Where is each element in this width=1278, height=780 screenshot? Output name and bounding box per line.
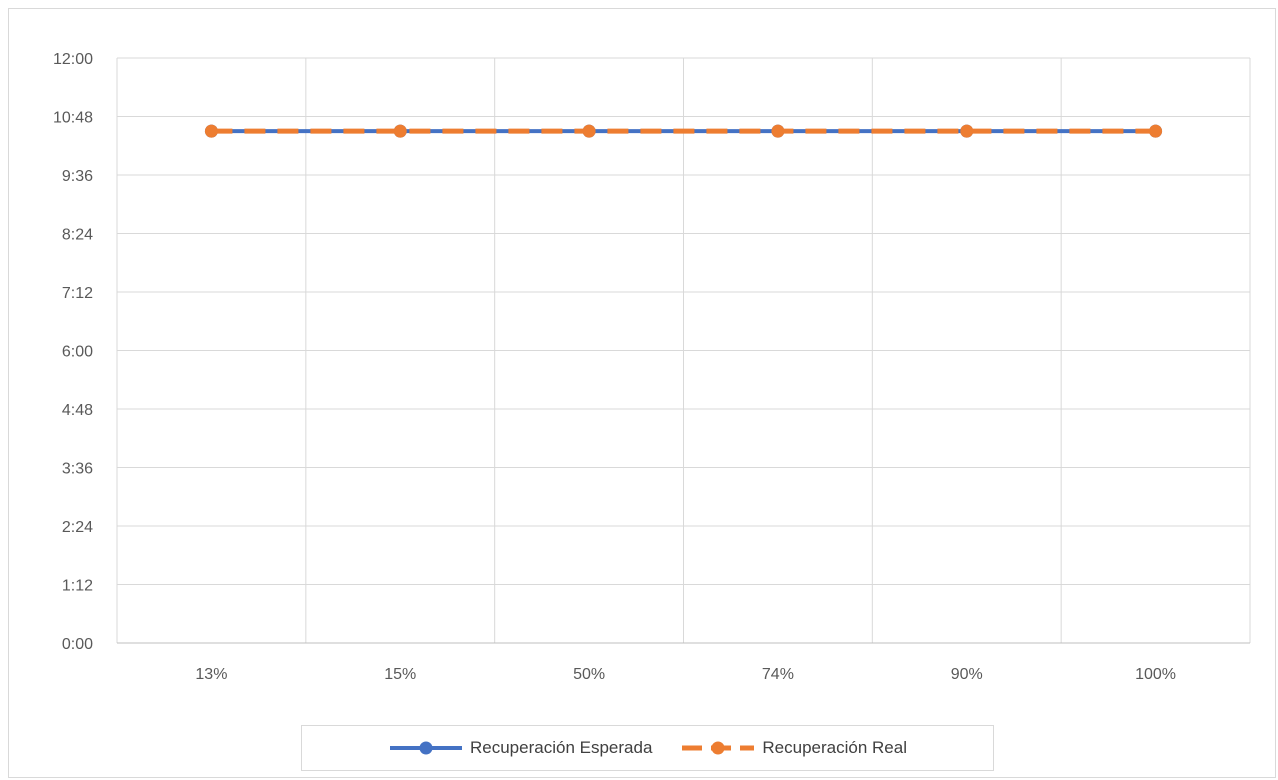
legend-label-real: Recuperación Real — [762, 738, 907, 757]
series-1-point — [393, 124, 407, 138]
legend-item-real: Recuperación Real — [680, 738, 907, 758]
series-lines — [204, 124, 1163, 138]
y-tick-label: 2:24 — [62, 519, 93, 536]
series-1-point — [1149, 124, 1163, 138]
y-tick-label: 1:12 — [62, 578, 93, 595]
legend-swatch-esperada — [390, 741, 462, 755]
series-1-point — [960, 124, 974, 138]
y-tick-label: 4:48 — [62, 402, 93, 419]
x-tick-label: 100% — [1135, 666, 1176, 683]
x-axis-tick-labels: 13% 15% 50% 74% 90% 100% — [195, 666, 1176, 683]
y-tick-label: 3:36 — [62, 461, 93, 478]
gridlines — [116, 57, 1251, 643]
y-axis-tick-labels: 0:00 1:12 2:24 3:36 4:48 6:00 7:12 8:24 9:36 10:4… — [53, 51, 93, 653]
y-tick-label: 8:24 — [62, 227, 93, 244]
y-tick-label: 10:48 — [53, 110, 93, 127]
legend: Recuperación Esperada Recuperación Real — [301, 725, 994, 771]
x-tick-label: 74% — [762, 666, 794, 683]
legend-label-esperada: Recuperación Esperada — [470, 738, 653, 757]
y-tick-label: 0:00 — [62, 636, 93, 653]
legend-item-esperada: Recuperación Esperada — [388, 738, 652, 758]
series-1-point — [204, 124, 218, 138]
y-tick-label: 9:36 — [62, 168, 93, 185]
legend-swatch-real — [682, 741, 755, 755]
y-tick-label: 6:00 — [62, 344, 93, 361]
x-tick-label: 90% — [951, 666, 983, 683]
y-tick-label: 7:12 — [62, 285, 93, 302]
series-1-point — [771, 124, 785, 138]
series-1-point — [582, 124, 596, 138]
x-tick-label: 13% — [195, 666, 227, 683]
x-tick-label: 50% — [573, 666, 605, 683]
y-tick-label: 12:00 — [53, 51, 93, 68]
x-tick-label: 15% — [384, 666, 416, 683]
chart-frame — [8, 8, 1276, 778]
